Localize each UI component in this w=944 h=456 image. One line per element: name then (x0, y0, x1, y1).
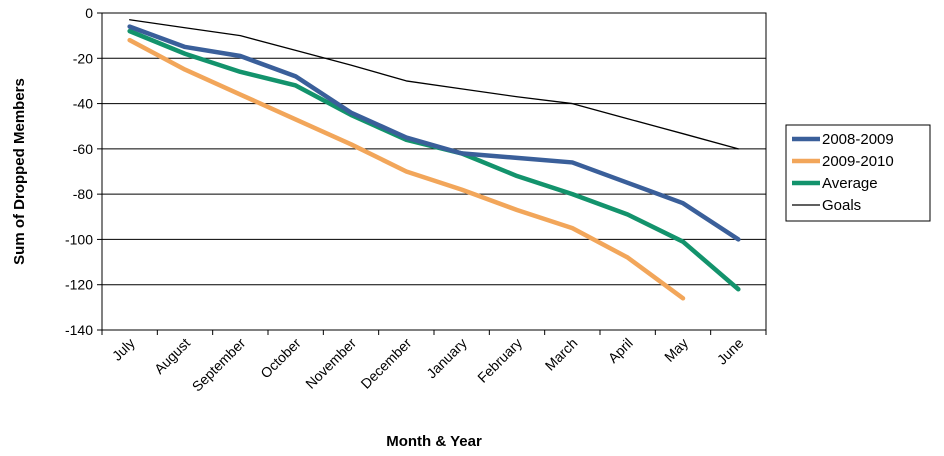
series-line-goals (129, 19, 739, 150)
x-tick-label: July (109, 335, 138, 364)
x-tick-label: December (357, 335, 414, 392)
plot-area-frame (101, 12, 767, 331)
legend: 2008-2009 2009-2010 Average Goals (785, 124, 931, 222)
x-tick-label: March (542, 335, 581, 374)
y-tick-label: -40 (73, 96, 93, 112)
x-tick-label: November (302, 335, 359, 392)
y-tick-label: -60 (73, 141, 93, 157)
y-tick-label: -120 (65, 277, 93, 293)
legend-label: Average (822, 175, 878, 192)
x-tick-label: June (714, 335, 747, 368)
x-tick-label: October (257, 335, 304, 382)
legend-label: 2008-2009 (822, 131, 894, 148)
x-tick-label: February (474, 335, 525, 386)
series-lines (127, 19, 741, 301)
y-axis-ticks: 0 -20 -40 -60 -80 -100 -120 -140 (65, 5, 102, 338)
y-tick-label: 0 (85, 5, 93, 21)
series-line-average (127, 28, 741, 292)
x-tick-label: September (189, 335, 249, 395)
y-tick-label: -80 (73, 186, 93, 202)
y-tick-label: -100 (65, 231, 93, 247)
gridlines (102, 12, 766, 331)
series-line-2009-2010 (127, 37, 686, 301)
legend-label: 2009-2010 (822, 153, 894, 170)
y-axis-title: Sum of Dropped Members (11, 78, 28, 265)
x-axis-title: Month & Year (386, 433, 482, 450)
y-tick-label: -20 (73, 50, 93, 66)
legend-label: Goals (822, 197, 861, 214)
x-tick-label: August (151, 335, 193, 377)
series-line-2008-2009 (127, 24, 741, 242)
x-tick-label: January (423, 335, 470, 382)
x-tick-label: April (605, 335, 636, 366)
x-tick-label: May (661, 335, 691, 365)
y-tick-label: -140 (65, 322, 93, 338)
